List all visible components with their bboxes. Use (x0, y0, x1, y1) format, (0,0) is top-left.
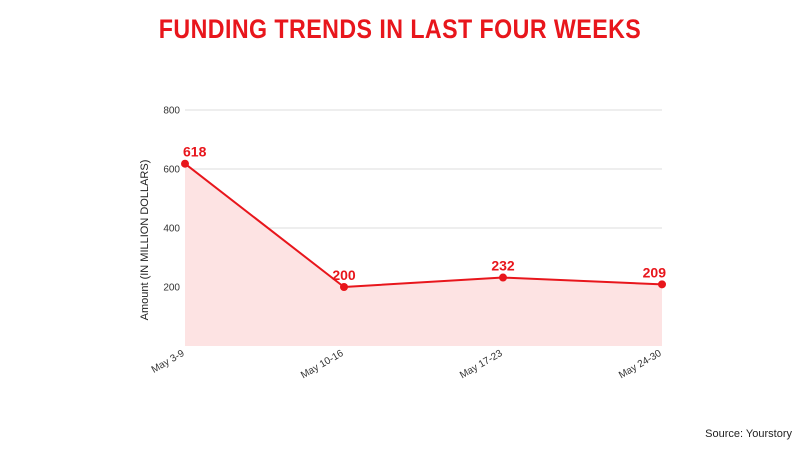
y-axis-ticks: 200 400 600 800 (163, 106, 180, 294)
area-fill (185, 163, 662, 346)
data-point (658, 280, 666, 289)
x-tick-label: May 3-9 (150, 348, 187, 376)
data-point (499, 273, 507, 282)
chart-title: FUNDING TRENDS IN LAST FOUR WEEKS (158, 14, 642, 44)
data-label: 209 (643, 264, 667, 280)
x-tick-label: May 17-23 (458, 348, 505, 381)
x-tick-label: May 24-30 (617, 348, 664, 381)
data-point (340, 283, 348, 291)
y-tick-label: 800 (163, 106, 180, 117)
data-label: 618 (183, 144, 207, 160)
point-layer (181, 159, 666, 291)
y-tick-label: 600 (163, 165, 180, 176)
y-axis-label: Amount (IN MILLION DOLLARS) (139, 160, 151, 321)
y-tick-label: 200 (163, 283, 180, 294)
data-point (181, 159, 189, 168)
line-layer (184, 162, 663, 288)
source-note: Source: Yourstory (705, 428, 792, 440)
y-tick-label: 400 (163, 224, 180, 235)
series-line (184, 162, 663, 288)
area-layer (185, 163, 662, 346)
data-label: 200 (332, 267, 356, 283)
data-label: 232 (491, 258, 515, 274)
x-tick-label: May 10-16 (299, 348, 346, 381)
x-axis-ticks: May 3-9 May 10-16 May 17-23 May 24-30 (150, 348, 664, 381)
label-layer: 618 200 232 209 (183, 144, 666, 283)
